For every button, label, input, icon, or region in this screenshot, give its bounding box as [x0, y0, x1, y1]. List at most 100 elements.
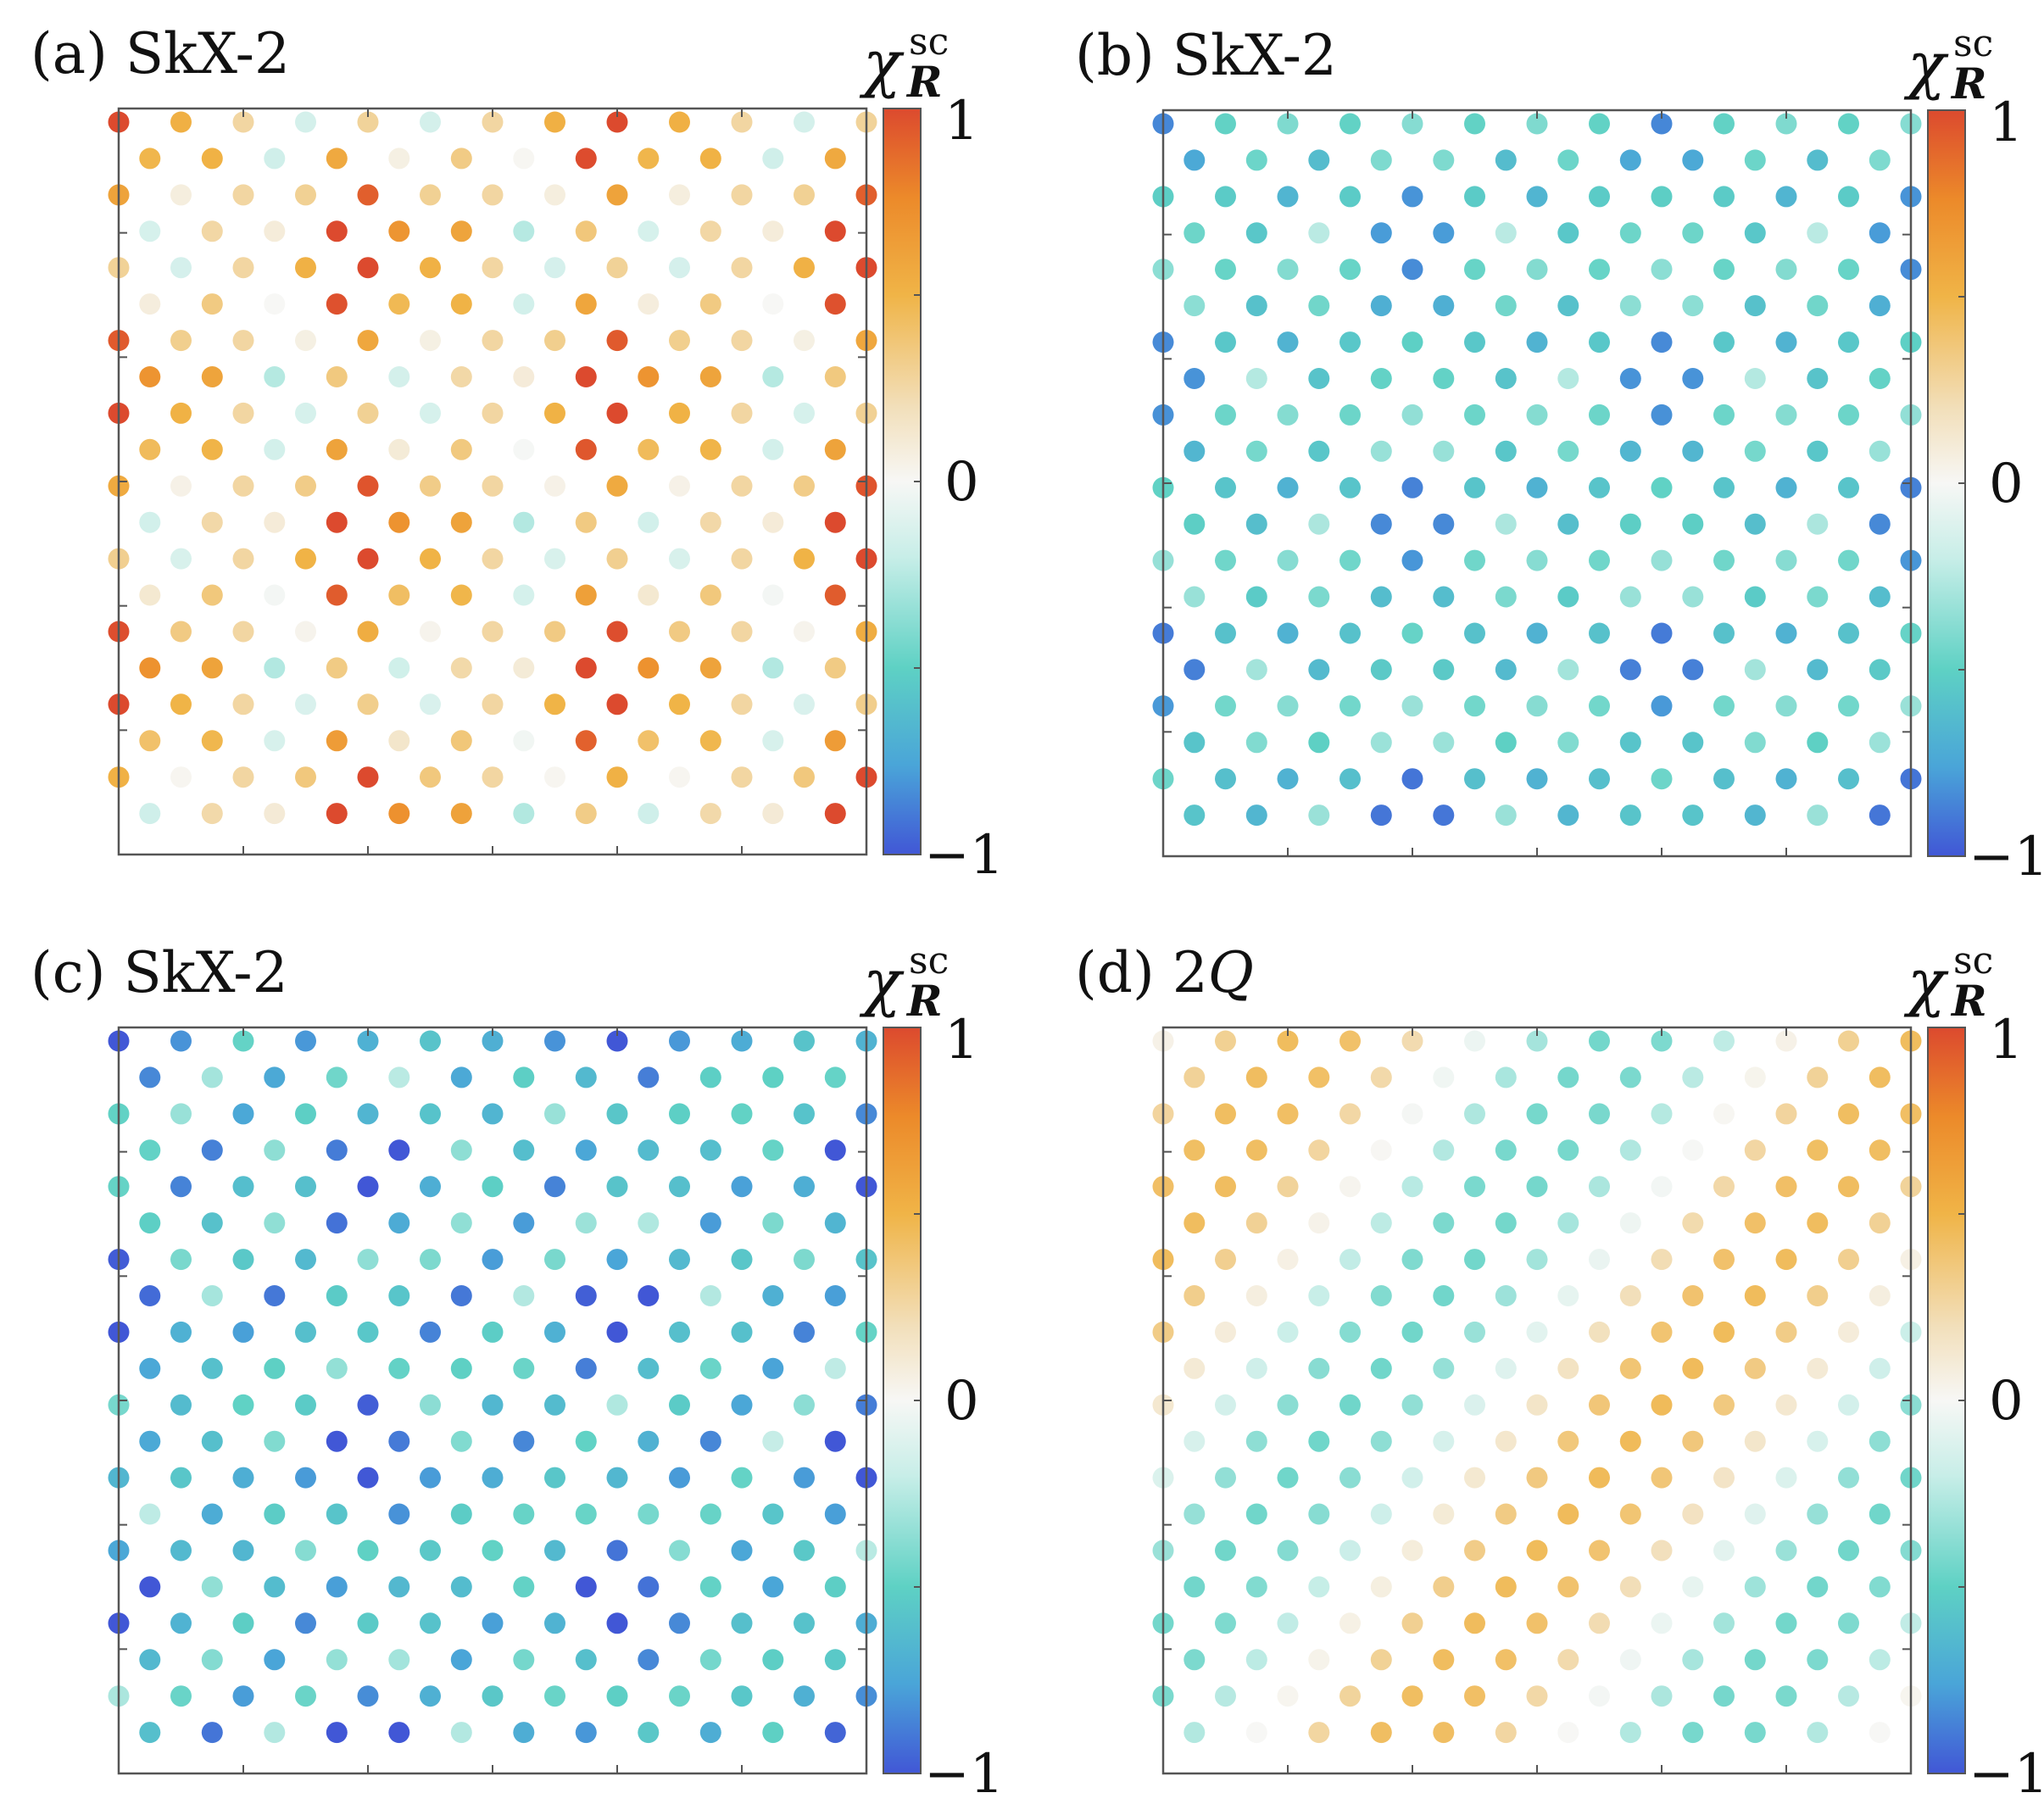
lattice-dot	[264, 1649, 286, 1671]
lattice-dot	[1838, 622, 1859, 644]
lattice-dot	[450, 1285, 472, 1306]
lattice-dot	[357, 1103, 379, 1125]
lattice-dot	[1651, 476, 1673, 498]
lattice-dot	[762, 584, 784, 606]
lattice-dot	[1838, 113, 1859, 135]
lattice-dot	[482, 1030, 504, 1052]
lattice-dot	[388, 293, 410, 315]
lattice-dot	[1557, 1576, 1579, 1598]
lattice-dot	[824, 1576, 846, 1598]
lattice-dot	[1184, 222, 1206, 244]
lattice-dot	[1495, 1576, 1517, 1598]
lattice-dot	[1370, 586, 1392, 608]
lattice-dot	[699, 1576, 721, 1598]
lattice-dot	[1308, 1430, 1330, 1452]
lattice-dot	[295, 1030, 316, 1052]
lattice-dot	[295, 184, 316, 206]
lattice-dot	[1215, 1467, 1236, 1489]
lattice-dot	[1464, 1539, 1485, 1562]
lattice-dot	[1370, 1139, 1392, 1161]
lattice-dot	[1682, 1576, 1704, 1598]
lattice-dot	[1557, 149, 1579, 171]
lattice-dot	[638, 657, 660, 679]
lattice-dot	[794, 1394, 815, 1416]
lattice-dot	[1713, 1685, 1735, 1707]
lattice-dot	[1682, 295, 1704, 317]
lattice-dot	[1557, 1430, 1579, 1452]
lattice-dot	[1557, 368, 1579, 389]
lattice-dot	[1838, 331, 1859, 354]
lattice-dot	[420, 330, 441, 352]
lattice-dot	[1869, 659, 1891, 681]
lattice-dot	[762, 1066, 784, 1088]
lattice-dot	[295, 111, 316, 133]
lattice-dot	[1277, 622, 1299, 644]
lattice-dot	[638, 366, 660, 387]
lattice-dot	[1277, 1685, 1299, 1707]
lattice-dot	[482, 621, 504, 643]
lattice-dot	[1713, 1030, 1735, 1052]
lattice-dot	[699, 803, 721, 825]
lattice-dot	[1713, 186, 1735, 208]
lattice-dot	[1775, 331, 1797, 354]
lattice-dot	[1838, 1394, 1859, 1416]
lattice-dot	[482, 693, 504, 715]
lattice-dot	[1838, 186, 1859, 208]
lattice-dot	[1495, 1212, 1517, 1234]
lattice-dot	[1215, 1030, 1236, 1052]
lattice-dot	[326, 1722, 348, 1744]
lattice-dot	[1401, 695, 1423, 717]
lattice-dots	[1152, 1030, 1922, 1744]
lattice-dot	[1245, 1430, 1267, 1452]
lattice-dot	[1184, 295, 1206, 317]
lattice-dot	[1869, 1212, 1891, 1234]
lattice-dot	[1682, 1503, 1704, 1525]
lattice-dot	[1775, 1103, 1797, 1125]
lattice-dot	[762, 803, 784, 825]
lattice-dot	[638, 1066, 660, 1088]
lattice-dot	[1713, 1539, 1735, 1562]
lattice-dots	[1152, 113, 1922, 827]
lattice-dot	[1184, 1649, 1206, 1671]
lattice-dot	[264, 1722, 286, 1744]
lattice-dot	[1339, 1176, 1361, 1198]
lattice-dot	[513, 1722, 535, 1744]
lattice-dot	[824, 730, 846, 752]
lattice-dot	[1557, 732, 1579, 754]
lattice-dot	[1308, 1066, 1330, 1088]
lattice-dot	[794, 693, 815, 715]
lattice-dot	[1401, 1467, 1423, 1489]
lattice-dot	[326, 1139, 348, 1161]
lattice-dot	[1557, 440, 1579, 462]
lattice-dot	[824, 1139, 846, 1161]
lattice-dots	[108, 111, 877, 825]
lattice-dot	[1589, 331, 1610, 354]
lattice-dot	[1308, 1649, 1330, 1671]
lattice-dot	[357, 693, 379, 715]
lattice-dot	[606, 1249, 628, 1271]
lattice-dot	[1682, 732, 1704, 754]
lattice-dot	[575, 730, 597, 752]
lattice-dot	[794, 257, 815, 279]
lattice-dot	[824, 1285, 846, 1306]
lattice-dot	[1370, 1649, 1392, 1671]
lattice-dot	[482, 1612, 504, 1634]
lattice-dot	[1869, 805, 1891, 827]
lattice-dot	[357, 1394, 379, 1416]
lattice-dot	[420, 766, 441, 788]
lattice-dot	[824, 366, 846, 387]
lattice-dot	[139, 1576, 161, 1598]
lattice-dot	[606, 1321, 628, 1343]
lattice-dot	[139, 1139, 161, 1161]
lattice-dot	[1339, 331, 1361, 354]
lattice-dot	[638, 438, 660, 460]
lattice-dot	[170, 402, 192, 424]
lattice-dot	[1215, 113, 1236, 135]
lattice-dot	[1869, 1066, 1891, 1088]
lattice-dot	[794, 621, 815, 643]
lattice-dot	[450, 1139, 472, 1161]
lattice-dot	[1526, 1467, 1548, 1489]
lattice-dot	[1869, 1503, 1891, 1525]
lattice-dot	[1807, 1212, 1829, 1234]
lattice-dot	[482, 330, 504, 352]
